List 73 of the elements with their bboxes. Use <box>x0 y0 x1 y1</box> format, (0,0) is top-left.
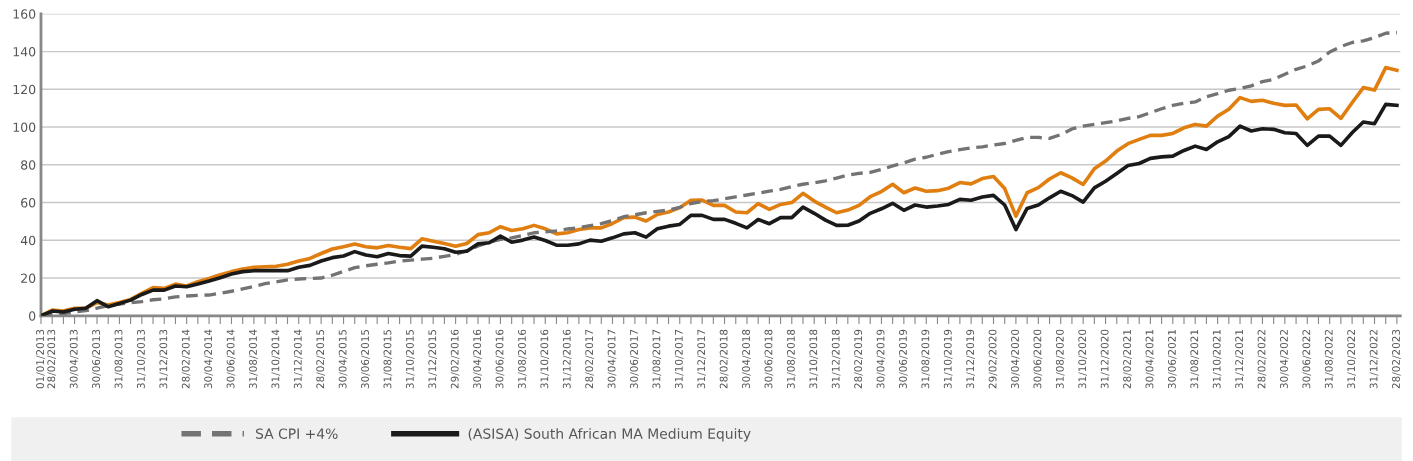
x-tick-label: 30/04/2013 <box>69 329 79 389</box>
x-tick-label: 31/10/2013 <box>136 329 146 389</box>
x-tick-label: 30/04/2021 <box>1145 329 1155 389</box>
x-tick-label: 31/10/2014 <box>271 329 281 389</box>
x-tick-label: 31/12/2019 <box>966 329 975 389</box>
x-tick-label: 28/02/2021 <box>1123 329 1132 389</box>
x-tick-label: 28/02/2013 <box>47 329 57 389</box>
x-tick-label: 31/10/2022 <box>1347 330 1356 389</box>
x-tick-label: 31/12/2016 <box>562 329 572 389</box>
x-tick-label: 30/04/2020 <box>1011 329 1020 389</box>
x-tick-label: 31/08/2016 <box>517 329 527 389</box>
x-tick-label: 31/12/2018 <box>831 329 841 389</box>
x-tick-label: 30/04/2017 <box>607 329 617 389</box>
x-tick-label: 30/06/2016 <box>495 329 505 389</box>
x-tick-label: 31/08/2021 <box>1190 329 1200 389</box>
x-tick-label: 31/12/2015 <box>428 329 438 389</box>
x-tick-label: 28/02/2014 <box>181 329 191 389</box>
x-tick-label: 30/04/2014 <box>204 329 213 389</box>
x-tick-label: 31/10/2015 <box>405 329 415 389</box>
x-tick-label: 30/06/2018 <box>764 329 774 389</box>
y-tick-label: 40 <box>20 235 36 246</box>
x-tick-label: 30/06/2022 <box>1302 330 1312 389</box>
x-tick-label: 31/12/2021 <box>1235 329 1244 389</box>
x-tick-label: 28/02/2015 <box>316 329 325 389</box>
y-tick-label: 60 <box>21 198 36 208</box>
x-tick-label: 31/08/2015 <box>383 329 393 389</box>
x-tick-label: 28/02/2019 <box>854 329 863 389</box>
y-tick-label: 0 <box>28 311 36 321</box>
x-tick-label: 31/12/2014 <box>293 329 303 389</box>
x-tick-label: 31/12/2013 <box>159 329 169 389</box>
x-tick-label: 30/04/2016 <box>473 329 482 389</box>
x-tick-label: 01/01/2013 <box>36 329 45 389</box>
x-tick-label: 28/02/2023 <box>1392 329 1401 389</box>
x-tick-label: 30/06/2020 <box>1033 329 1043 389</box>
y-tick-label: 140 <box>13 47 36 57</box>
x-tick-label: 30/04/2019 <box>876 329 886 389</box>
x-tick-label: 30/06/2013 <box>92 329 101 389</box>
x-tick-label: 31/12/2022 <box>1369 330 1379 389</box>
x-tick-label: 28/02/2018 <box>719 329 729 389</box>
x-tick-label: 28/02/2022 <box>1257 330 1267 389</box>
x-tick-label: 31/08/2022 <box>1324 330 1334 389</box>
x-tick-label: 30/06/2021 <box>1167 329 1177 389</box>
x-tick-label: 28/02/2017 <box>585 329 594 389</box>
x-tick-label: 30/06/2017 <box>630 329 639 389</box>
x-tick-label: 29/02/2020 <box>988 329 998 389</box>
x-tick-label: 31/12/2020 <box>1100 329 1110 389</box>
y-tick-label: 100 <box>13 122 36 132</box>
x-tick-label: 31/08/2020 <box>1055 329 1065 389</box>
x-tick-label: 31/10/2019 <box>943 329 953 389</box>
x-tick-label: 30/04/2022 <box>1280 330 1289 389</box>
x-tick-label: 31/08/2019 <box>921 329 931 389</box>
x-tick-label: 31/10/2021 <box>1212 329 1222 389</box>
x-tick-label: 30/06/2014 <box>226 329 236 389</box>
x-tick-label: 30/06/2019 <box>898 329 908 389</box>
x-tick-label: 30/04/2015 <box>338 329 348 389</box>
y-tick-label: 160 <box>13 9 36 19</box>
y-tick-label: 120 <box>13 84 36 95</box>
x-tick-label: 31/08/2013 <box>114 329 124 389</box>
legend-label: SA CPI +4% <box>256 428 338 439</box>
x-tick-label: 31/08/2018 <box>786 329 796 389</box>
x-tick-label: 31/10/2018 <box>809 329 819 389</box>
x-tick-label: 30/06/2015 <box>361 329 370 389</box>
x-tick-label: 31/08/2017 <box>652 329 662 389</box>
legend-label: (ASISA) South African MA Medium Equity <box>468 428 751 442</box>
x-tick-label: 31/10/2016 <box>540 329 550 389</box>
y-tick-label: 20 <box>21 273 36 283</box>
x-tick-label: 29/02/2016 <box>450 329 460 389</box>
x-tick-label: 31/10/2020 <box>1078 329 1087 389</box>
x-tick-label: 31/10/2017 <box>674 329 684 389</box>
x-tick-label: 30/04/2018 <box>742 329 751 389</box>
y-tick-label: 80 <box>21 160 36 170</box>
x-tick-label: 31/12/2017 <box>697 329 706 389</box>
x-tick-label: 31/08/2014 <box>249 329 258 389</box>
